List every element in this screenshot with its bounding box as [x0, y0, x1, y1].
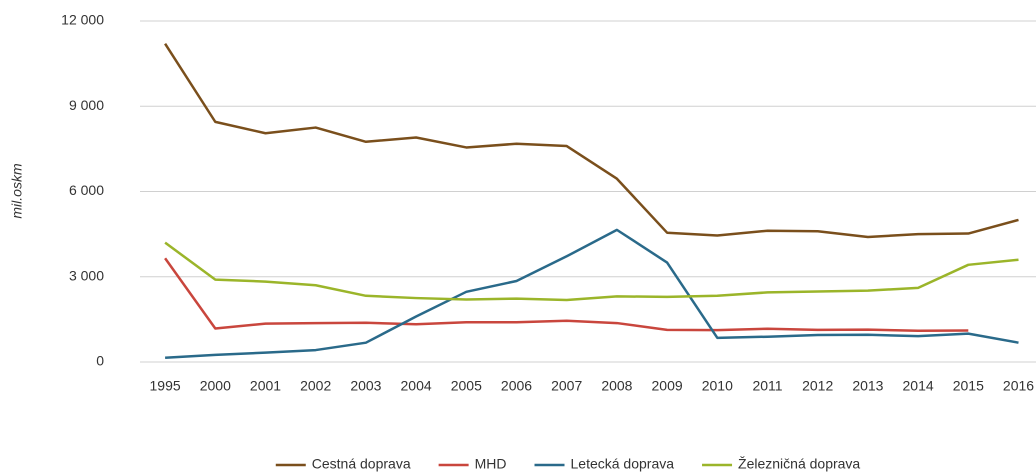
y-axis-label: mil.oskm [9, 163, 25, 219]
y-tick-label: 9 000 [69, 97, 104, 113]
y-tick-label: 12 000 [61, 12, 104, 28]
x-tick-label: 2001 [250, 378, 281, 394]
y-tick-label: 6 000 [69, 182, 104, 198]
series-line [164, 43, 1019, 239]
x-tick-label: 2004 [401, 378, 432, 394]
x-tick-label: 2005 [451, 378, 482, 394]
legend-label: Cestná doprava [312, 456, 411, 472]
series-line [164, 257, 969, 332]
x-tick-label: 2012 [802, 378, 833, 394]
legend-label: Železničná doprava [738, 456, 860, 472]
x-tick-label: 2006 [501, 378, 532, 394]
x-tick-label: 1995 [150, 378, 181, 394]
x-tick-label: 2009 [652, 378, 683, 394]
x-tick-label: 2010 [702, 378, 733, 394]
x-tick-label: 2008 [601, 378, 632, 394]
x-tick-label: 2011 [752, 378, 782, 394]
y-tick-label: 3 000 [69, 267, 104, 283]
x-tick-label: 2007 [551, 378, 582, 394]
x-tick-label: 2014 [903, 378, 934, 394]
x-tick-label: 2000 [200, 378, 231, 394]
y-tick-label: 0 [96, 353, 104, 369]
series-line [165, 228, 1019, 359]
x-tick-label: 2016 [1003, 378, 1034, 394]
legend-label: Letecká doprava [571, 456, 675, 472]
x-tick-label: 2002 [300, 378, 331, 394]
x-tick-label: 2015 [953, 378, 984, 394]
x-tick-label: 2013 [852, 378, 883, 394]
x-tick-label: 2003 [350, 378, 381, 394]
series-line [164, 241, 1019, 302]
legend-label: MHD [475, 456, 507, 472]
